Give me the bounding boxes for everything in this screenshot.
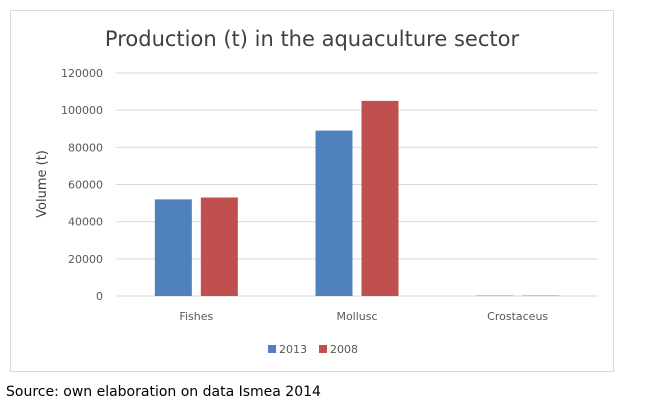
legend-swatch (319, 345, 327, 353)
source-caption: Source: own elaboration on data Ismea 20… (6, 384, 321, 400)
legend-label: 2013 (279, 343, 307, 356)
x-tick-label: Crostaceus (487, 310, 548, 323)
y-tick-label: 60000 (68, 179, 103, 192)
chart-frame (10, 10, 614, 372)
legend: 2013 2008 (268, 343, 358, 356)
x-tick-label: Mollusc (336, 310, 377, 323)
y-axis-label: Volume (t) (35, 150, 50, 218)
y-tick-label: 20000 (68, 253, 103, 266)
y-tick-label: 40000 (68, 216, 103, 229)
bar-2013-fishes (154, 199, 192, 296)
chart-title: Production (t) in the aquaculture sector (105, 27, 520, 51)
bar-2008-fishes (200, 197, 238, 296)
x-tick-labels: Fishes Mollusc Crostaceus (179, 310, 548, 323)
y-tick-labels: 0 20000 40000 60000 80000 100000 120000 (61, 67, 103, 303)
x-tick-label: Fishes (179, 310, 213, 323)
legend-label: 2008 (330, 343, 358, 356)
bar-2013-mollusc (315, 130, 353, 296)
y-tick-label: 120000 (61, 67, 103, 80)
y-tick-label: 0 (96, 290, 103, 303)
legend-swatch (268, 345, 276, 353)
y-tick-label: 100000 (61, 104, 103, 117)
gridlines (116, 72, 598, 297)
bar-2008-mollusc (361, 100, 399, 296)
y-tick-label: 80000 (68, 141, 103, 154)
bars (154, 100, 560, 296)
